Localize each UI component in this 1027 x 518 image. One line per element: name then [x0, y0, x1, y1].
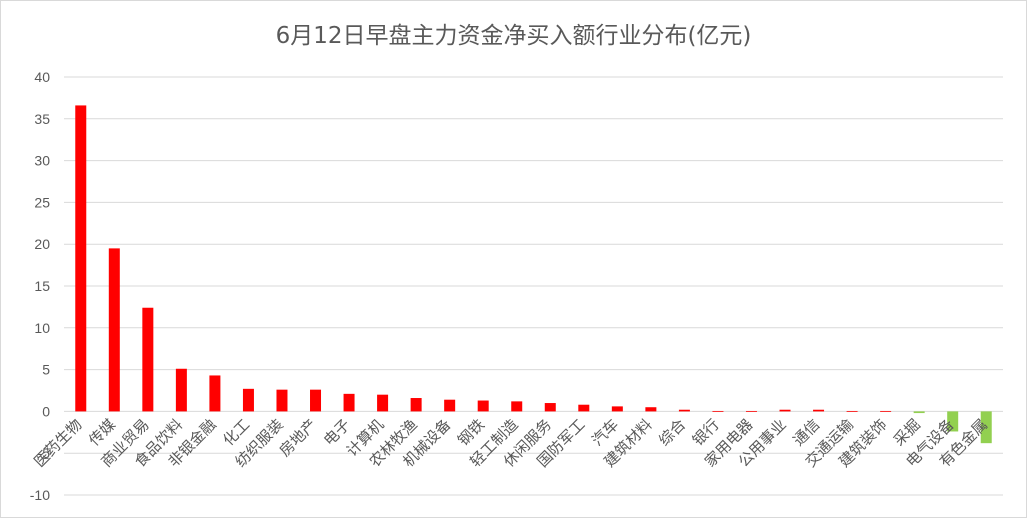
y-tick-label: -10 — [30, 487, 50, 503]
bar — [779, 409, 791, 412]
bar — [444, 399, 456, 412]
bar — [745, 410, 757, 412]
y-tick-label: 35 — [34, 111, 50, 127]
bar — [310, 389, 322, 412]
bar — [175, 368, 187, 412]
y-tick-label: 30 — [34, 153, 50, 169]
y-tick-label: -5 — [38, 445, 51, 461]
y-tick-label: 20 — [34, 236, 50, 252]
y-axis: 40 35 30 25 20 15 10 5 0 -5 -10 — [30, 69, 50, 503]
bar — [578, 404, 590, 412]
bar — [880, 410, 892, 412]
bar — [276, 389, 288, 412]
chart-title: 6月12日早盘主力资金净买入额行业分布(亿元) — [275, 23, 752, 49]
y-tick-label: 40 — [34, 69, 50, 85]
y-tick-label: 0 — [42, 403, 50, 419]
y-tick-label: 25 — [34, 194, 50, 210]
y-tick-label: 5 — [42, 362, 50, 378]
gridlines — [64, 76, 1003, 496]
bar — [209, 375, 221, 412]
bar — [377, 394, 389, 412]
bar — [678, 409, 690, 412]
bar — [813, 409, 825, 412]
bar — [544, 403, 556, 412]
bar — [846, 410, 858, 412]
bar — [343, 393, 355, 412]
bar — [913, 411, 925, 414]
bars — [75, 105, 992, 444]
bar — [980, 411, 992, 444]
bar — [108, 248, 120, 412]
bar — [142, 307, 154, 412]
bar — [410, 398, 422, 412]
bar — [511, 401, 523, 412]
bar — [947, 411, 959, 432]
bar — [712, 410, 724, 412]
bar — [75, 105, 87, 412]
bar — [611, 406, 623, 412]
bar — [477, 400, 489, 412]
x-category-label: 综合 — [655, 416, 689, 450]
y-tick-label: 10 — [34, 320, 50, 336]
bar — [242, 388, 254, 412]
bar — [645, 407, 657, 412]
y-tick-label: 15 — [34, 278, 50, 294]
x-category-label: 医药生物 — [30, 416, 85, 471]
